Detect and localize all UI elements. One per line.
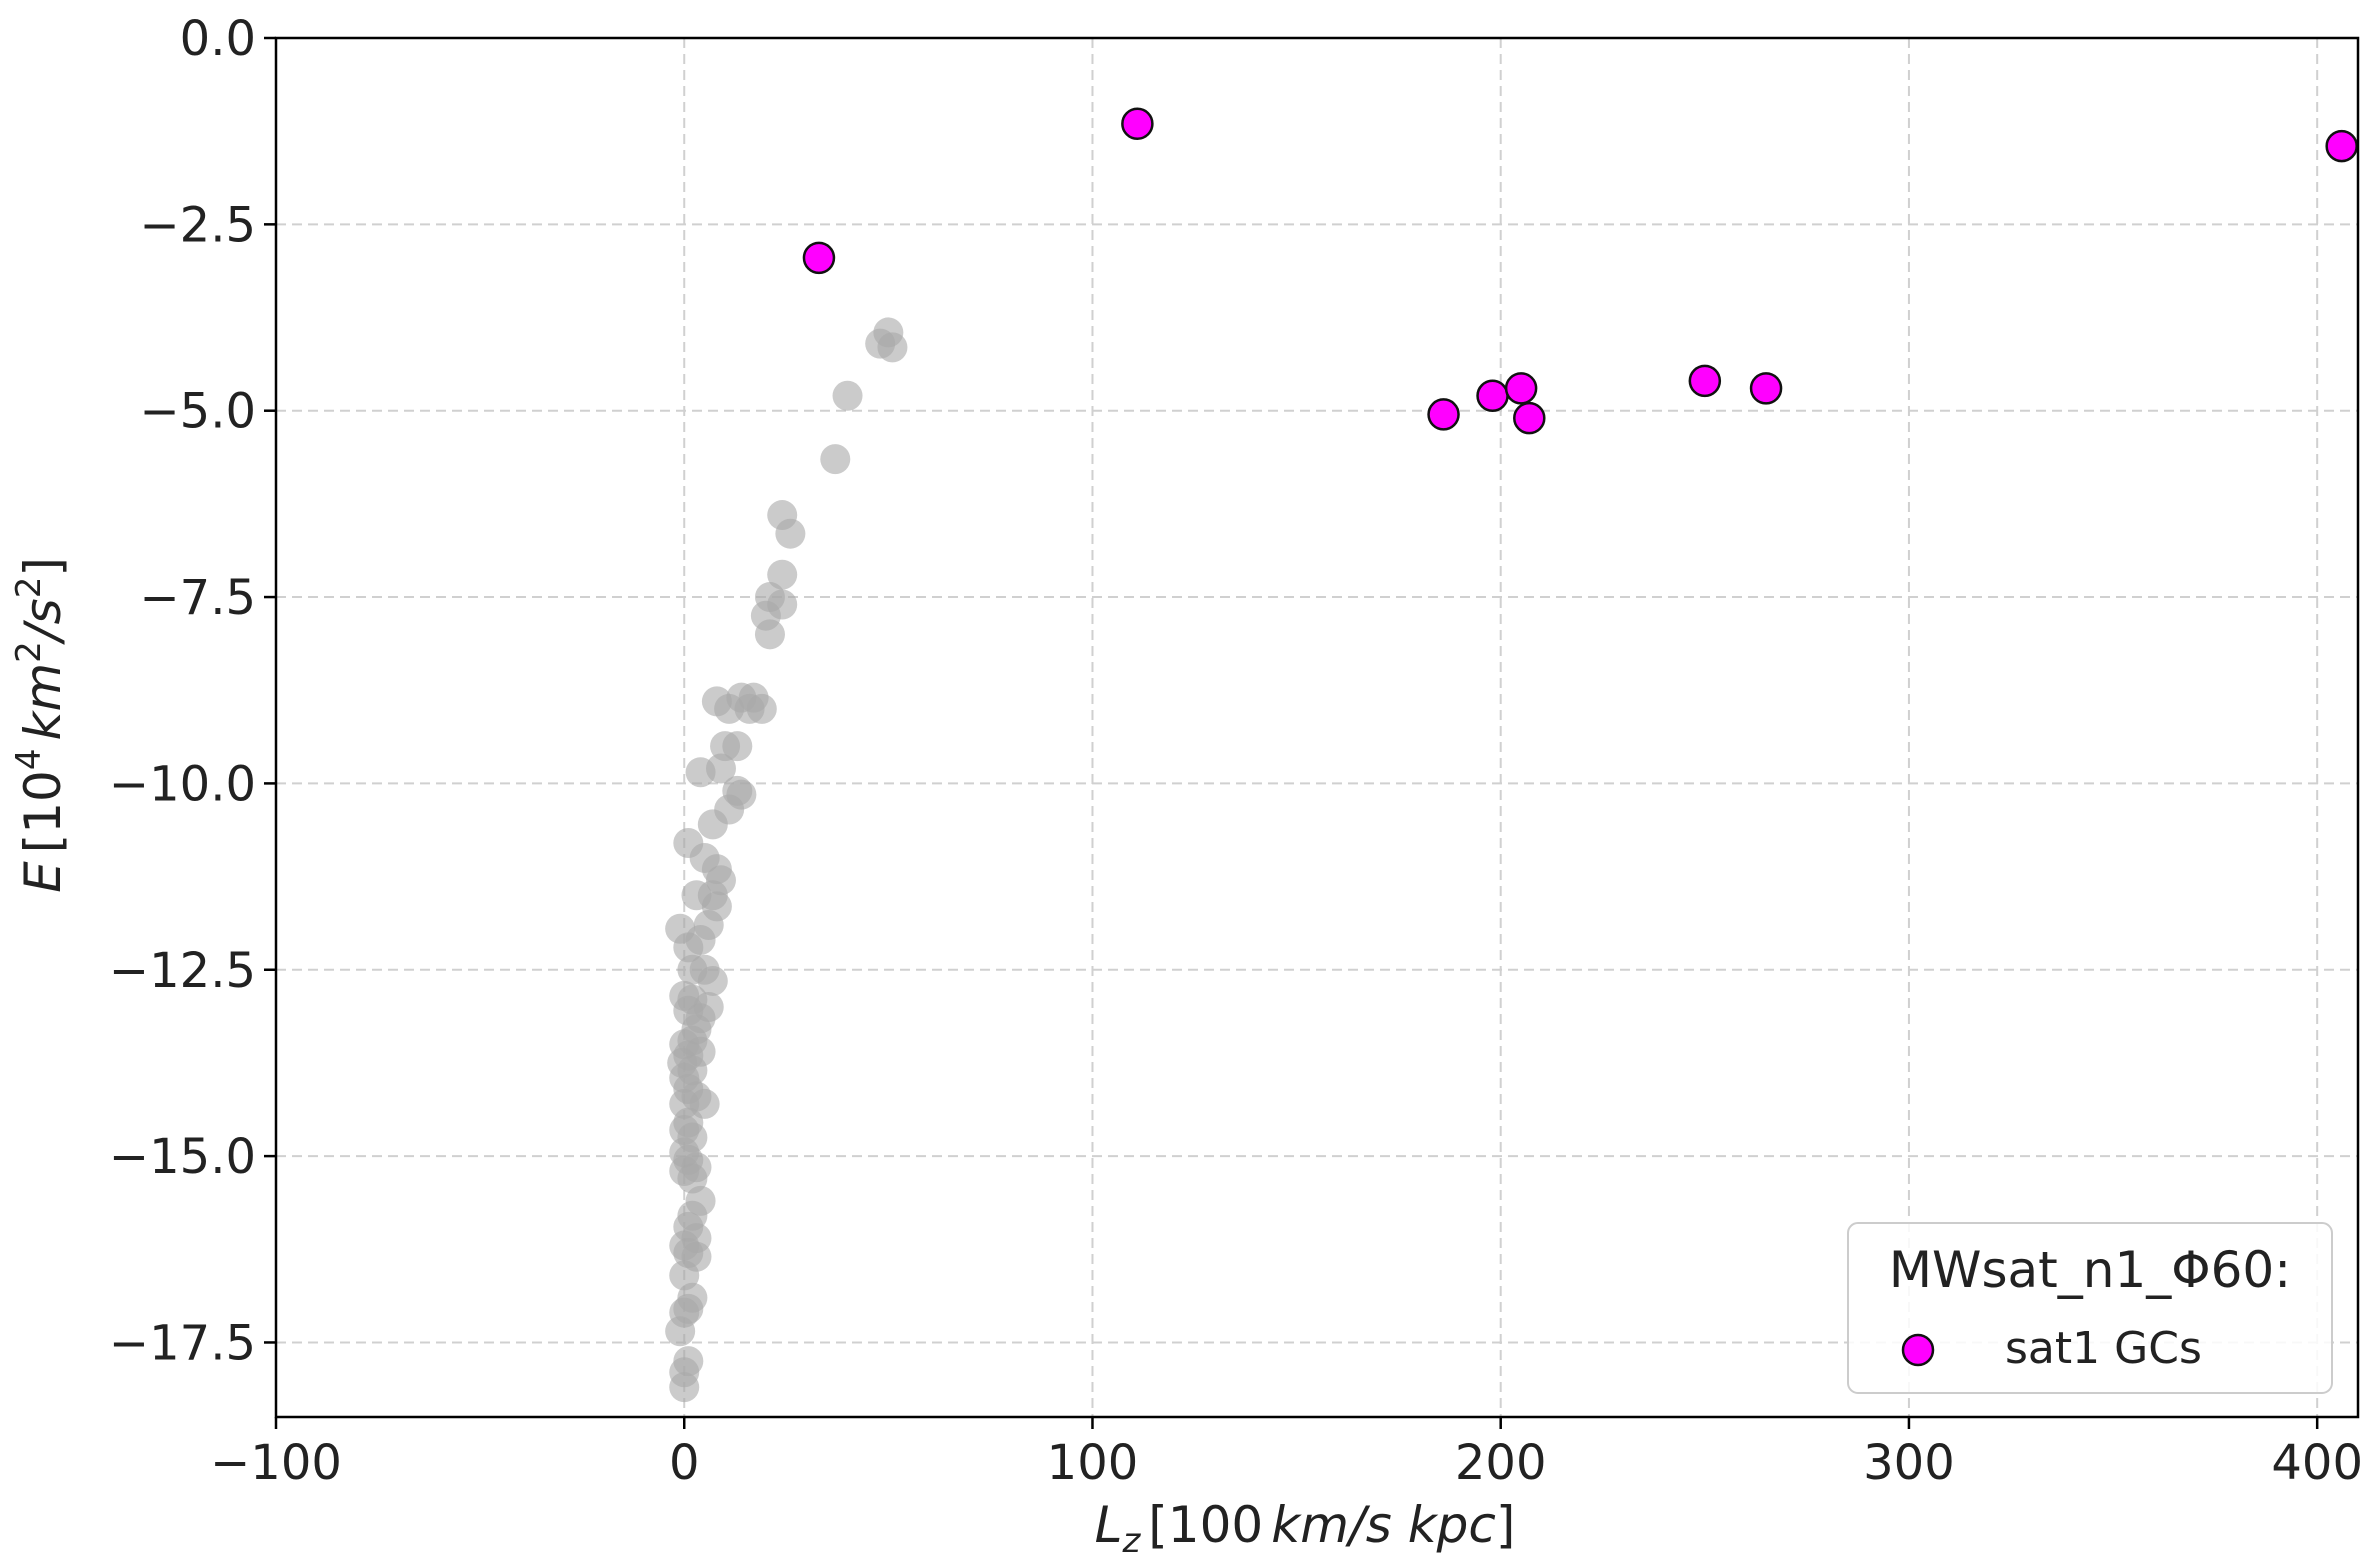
sat1-gc-point — [1749, 372, 1783, 405]
y-tick-label: −17.5 — [109, 1315, 256, 1371]
x-tick-label: 100 — [1047, 1435, 1139, 1491]
y-tick-label: 0.0 — [180, 11, 256, 67]
sat1-gc-point — [1688, 364, 1722, 398]
legend: MWsat_n1_Φ60: sat1 GCs — [1847, 1222, 2333, 1394]
legend-marker-sat1 — [1901, 1333, 1935, 1367]
background-gc-point — [697, 965, 728, 996]
y-tick-label: −7.5 — [139, 570, 256, 626]
background-gc-point — [673, 932, 704, 963]
background-gc-point — [710, 731, 741, 762]
background-gc-point — [865, 328, 896, 359]
background-gc-point — [665, 1316, 696, 1347]
x-axis-label: Lz [100 km/s kpc] — [1095, 1496, 1516, 1561]
x-tick-label: 0 — [669, 1435, 700, 1491]
legend-title: MWsat_n1_Φ60: — [1889, 1241, 2291, 1299]
sat1-gc-point — [1121, 107, 1154, 140]
background-gc-point — [685, 757, 716, 788]
background-gc-point — [697, 809, 728, 840]
background-gc-point — [669, 1372, 700, 1403]
sat1-gc-point — [1476, 379, 1509, 413]
background-gc-point — [775, 518, 806, 549]
x-tick-label: 300 — [1863, 1435, 1955, 1491]
background-gc-point — [754, 619, 785, 650]
legend-entry-sat1: sat1 GCs — [2005, 1323, 2202, 1374]
x-axis-ticks: −100 0 100 200 300 400 — [210, 1417, 2363, 1491]
y-tick-label: −12.5 — [109, 943, 256, 999]
background-gc-point — [820, 444, 851, 475]
background-gc-point — [832, 380, 863, 411]
sat1-gc-point — [1427, 398, 1460, 431]
x-tick-label: 200 — [1455, 1435, 1547, 1491]
sat1-gc-point — [2325, 129, 2358, 163]
sat1-gc-point — [1504, 372, 1538, 405]
y-axis-ticks: 0.0 −2.5 −5.0 −7.5 −10.0 −12.5 −15.0 −17.5 — [109, 11, 276, 1371]
plot-frame — [274, 36, 2360, 1419]
sat1-gc-point — [1513, 401, 1546, 435]
sat1-gc-point — [802, 241, 836, 275]
sat1-gc-points — [802, 107, 2358, 435]
background-gc-point — [767, 559, 798, 590]
y-tick-label: −5.0 — [139, 384, 256, 440]
background-gc-points — [665, 317, 908, 1403]
y-tick-label: −2.5 — [139, 197, 256, 253]
y-tick-label: −10.0 — [109, 756, 256, 812]
y-tick-label: −15.0 — [109, 1129, 256, 1185]
background-gc-point — [734, 693, 765, 724]
y-axis-label: E[104km2/s2] — [9, 557, 72, 893]
legend-box — [1847, 1222, 2333, 1394]
x-tick-label: 400 — [2271, 1435, 2363, 1491]
x-tick-label: −100 — [210, 1435, 342, 1491]
grid-lines — [275, 37, 2358, 1417]
